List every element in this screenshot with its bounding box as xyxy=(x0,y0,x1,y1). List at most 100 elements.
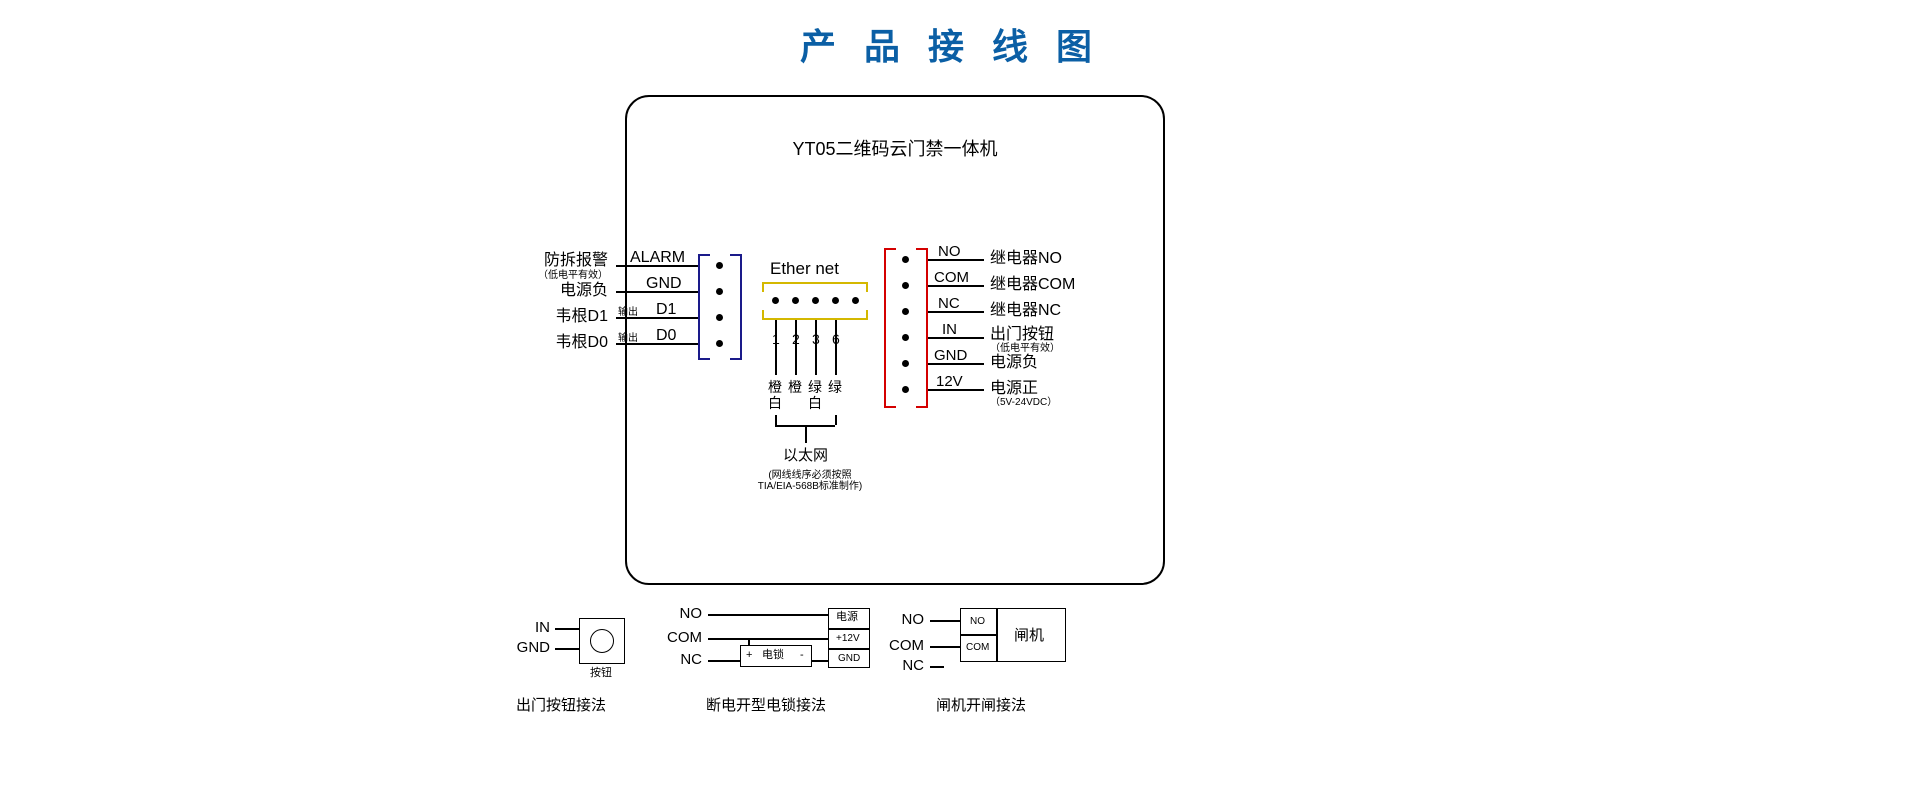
psu-v: +12V xyxy=(836,633,860,644)
eth-brk xyxy=(775,415,777,425)
label-alarm: 防拆报警 xyxy=(544,253,608,269)
pin-dot xyxy=(716,288,723,295)
gate-com-l: COM xyxy=(889,638,924,653)
eth-bracket-top xyxy=(762,282,868,292)
sub-d1: 输出 xyxy=(618,307,638,318)
pin-dot xyxy=(902,256,909,263)
pin-dot xyxy=(902,386,909,393)
pin-dot xyxy=(716,314,723,321)
lock-plus: + xyxy=(746,650,752,661)
btn-circle xyxy=(590,629,614,653)
pin-gnd: GND xyxy=(646,276,682,292)
label-gnd-r: 电源负 xyxy=(990,355,1038,371)
wire xyxy=(708,660,740,662)
pin-dot xyxy=(902,334,909,341)
psu-div xyxy=(828,628,870,630)
wire xyxy=(930,620,960,622)
eth-dot xyxy=(812,297,819,304)
eth-section: 以太网 xyxy=(783,448,828,463)
device-title: YT05二维码云门禁一体机 xyxy=(625,135,1165,161)
label-in: 出门按钮 xyxy=(990,327,1054,343)
gate-div xyxy=(996,608,998,662)
lock-title: 断电开型电锁接法 xyxy=(706,698,826,713)
gate-no: NO xyxy=(970,616,985,627)
psu-gnd: GND xyxy=(838,653,860,664)
wire xyxy=(708,614,828,616)
pin-dot xyxy=(716,340,723,347)
btn-label: 按钮 xyxy=(590,668,612,679)
lock-com: COM xyxy=(667,630,702,645)
pin-d0: D0 xyxy=(656,328,676,344)
pin-nc: NC xyxy=(938,296,960,311)
label-d0: 韦根D0 xyxy=(556,335,608,351)
pin-dot xyxy=(902,360,909,367)
eth-num: 3 xyxy=(812,332,820,346)
label-nc: 继电器NC xyxy=(990,303,1061,319)
page-title: 产品接线图 xyxy=(0,18,1920,70)
eth-wire-top: 橙 xyxy=(768,380,782,394)
label-d1: 韦根D1 xyxy=(556,309,608,325)
pin-alarm: ALARM xyxy=(630,250,685,266)
psu-div xyxy=(828,648,870,650)
eth-brk xyxy=(835,415,837,425)
wire xyxy=(555,628,579,630)
eth-wire-bot: 白 xyxy=(768,396,782,410)
label-com: 继电器COM xyxy=(990,277,1075,293)
eth-wire xyxy=(815,320,817,375)
eth-note: (网线线序必须按照TIA/EIA-568B标准制作) xyxy=(750,470,870,492)
gate-com: COM xyxy=(966,642,989,653)
eth-wire-top: 绿 xyxy=(828,380,842,394)
eth-wire-bot: 白 xyxy=(808,396,822,410)
pin-no: NO xyxy=(938,244,961,259)
pin-12v: 12V xyxy=(936,374,963,389)
gate-no-l: NO xyxy=(902,612,925,627)
lock-no: NO xyxy=(680,606,703,621)
left-bracket xyxy=(698,254,710,360)
gate-nc-l: NC xyxy=(902,658,924,673)
pin-d1: D1 xyxy=(656,302,676,318)
eth-num: 1 xyxy=(772,332,780,346)
eth-wire xyxy=(835,320,837,375)
lock-nc: NC xyxy=(680,652,702,667)
eth-wire-top: 绿 xyxy=(808,380,822,394)
gate-div xyxy=(960,634,996,636)
lock-minus: - xyxy=(800,650,804,661)
btn-in: IN xyxy=(535,620,550,635)
label-no: 继电器NO xyxy=(990,251,1062,267)
pin-gnd-r: GND xyxy=(934,348,967,363)
right-bracket-r xyxy=(916,248,928,408)
wire xyxy=(555,648,579,650)
pin-dot xyxy=(716,262,723,269)
eth-wire xyxy=(775,320,777,375)
label-gnd: 电源负 xyxy=(560,283,608,299)
gate-title: 闸机开闸接法 xyxy=(936,698,1026,713)
lock-label: 电锁 xyxy=(762,650,784,661)
right-bracket-l xyxy=(884,248,896,408)
gate-label: 闸机 xyxy=(1014,628,1044,643)
eth-brk xyxy=(805,425,807,443)
eth-dot xyxy=(792,297,799,304)
pin-dot xyxy=(902,282,909,289)
ethernet-label: Ether net xyxy=(770,260,839,277)
wire xyxy=(930,646,960,648)
eth-bracket-bot xyxy=(762,310,868,320)
eth-wire xyxy=(795,320,797,375)
left-bracket-r xyxy=(730,254,742,360)
wire xyxy=(708,638,828,640)
eth-wire-top: 橙 xyxy=(788,380,802,394)
wire xyxy=(748,638,750,646)
eth-num: 6 xyxy=(832,332,840,346)
sub-in: （低电平有效） xyxy=(990,343,1060,354)
psu-label: 电源 xyxy=(836,612,858,623)
wire xyxy=(930,666,944,668)
btn-title: 出门按钮接法 xyxy=(516,698,606,713)
eth-dot xyxy=(772,297,779,304)
wire xyxy=(812,660,828,662)
btn-gnd: GND xyxy=(517,640,550,655)
pin-com: COM xyxy=(934,270,969,285)
sub-d0: 输出 xyxy=(618,333,638,344)
label-12v: 电源正 xyxy=(990,381,1038,397)
sub-12v: （5V-24VDC） xyxy=(990,397,1057,408)
eth-dot xyxy=(852,297,859,304)
pin-in: IN xyxy=(942,322,957,337)
